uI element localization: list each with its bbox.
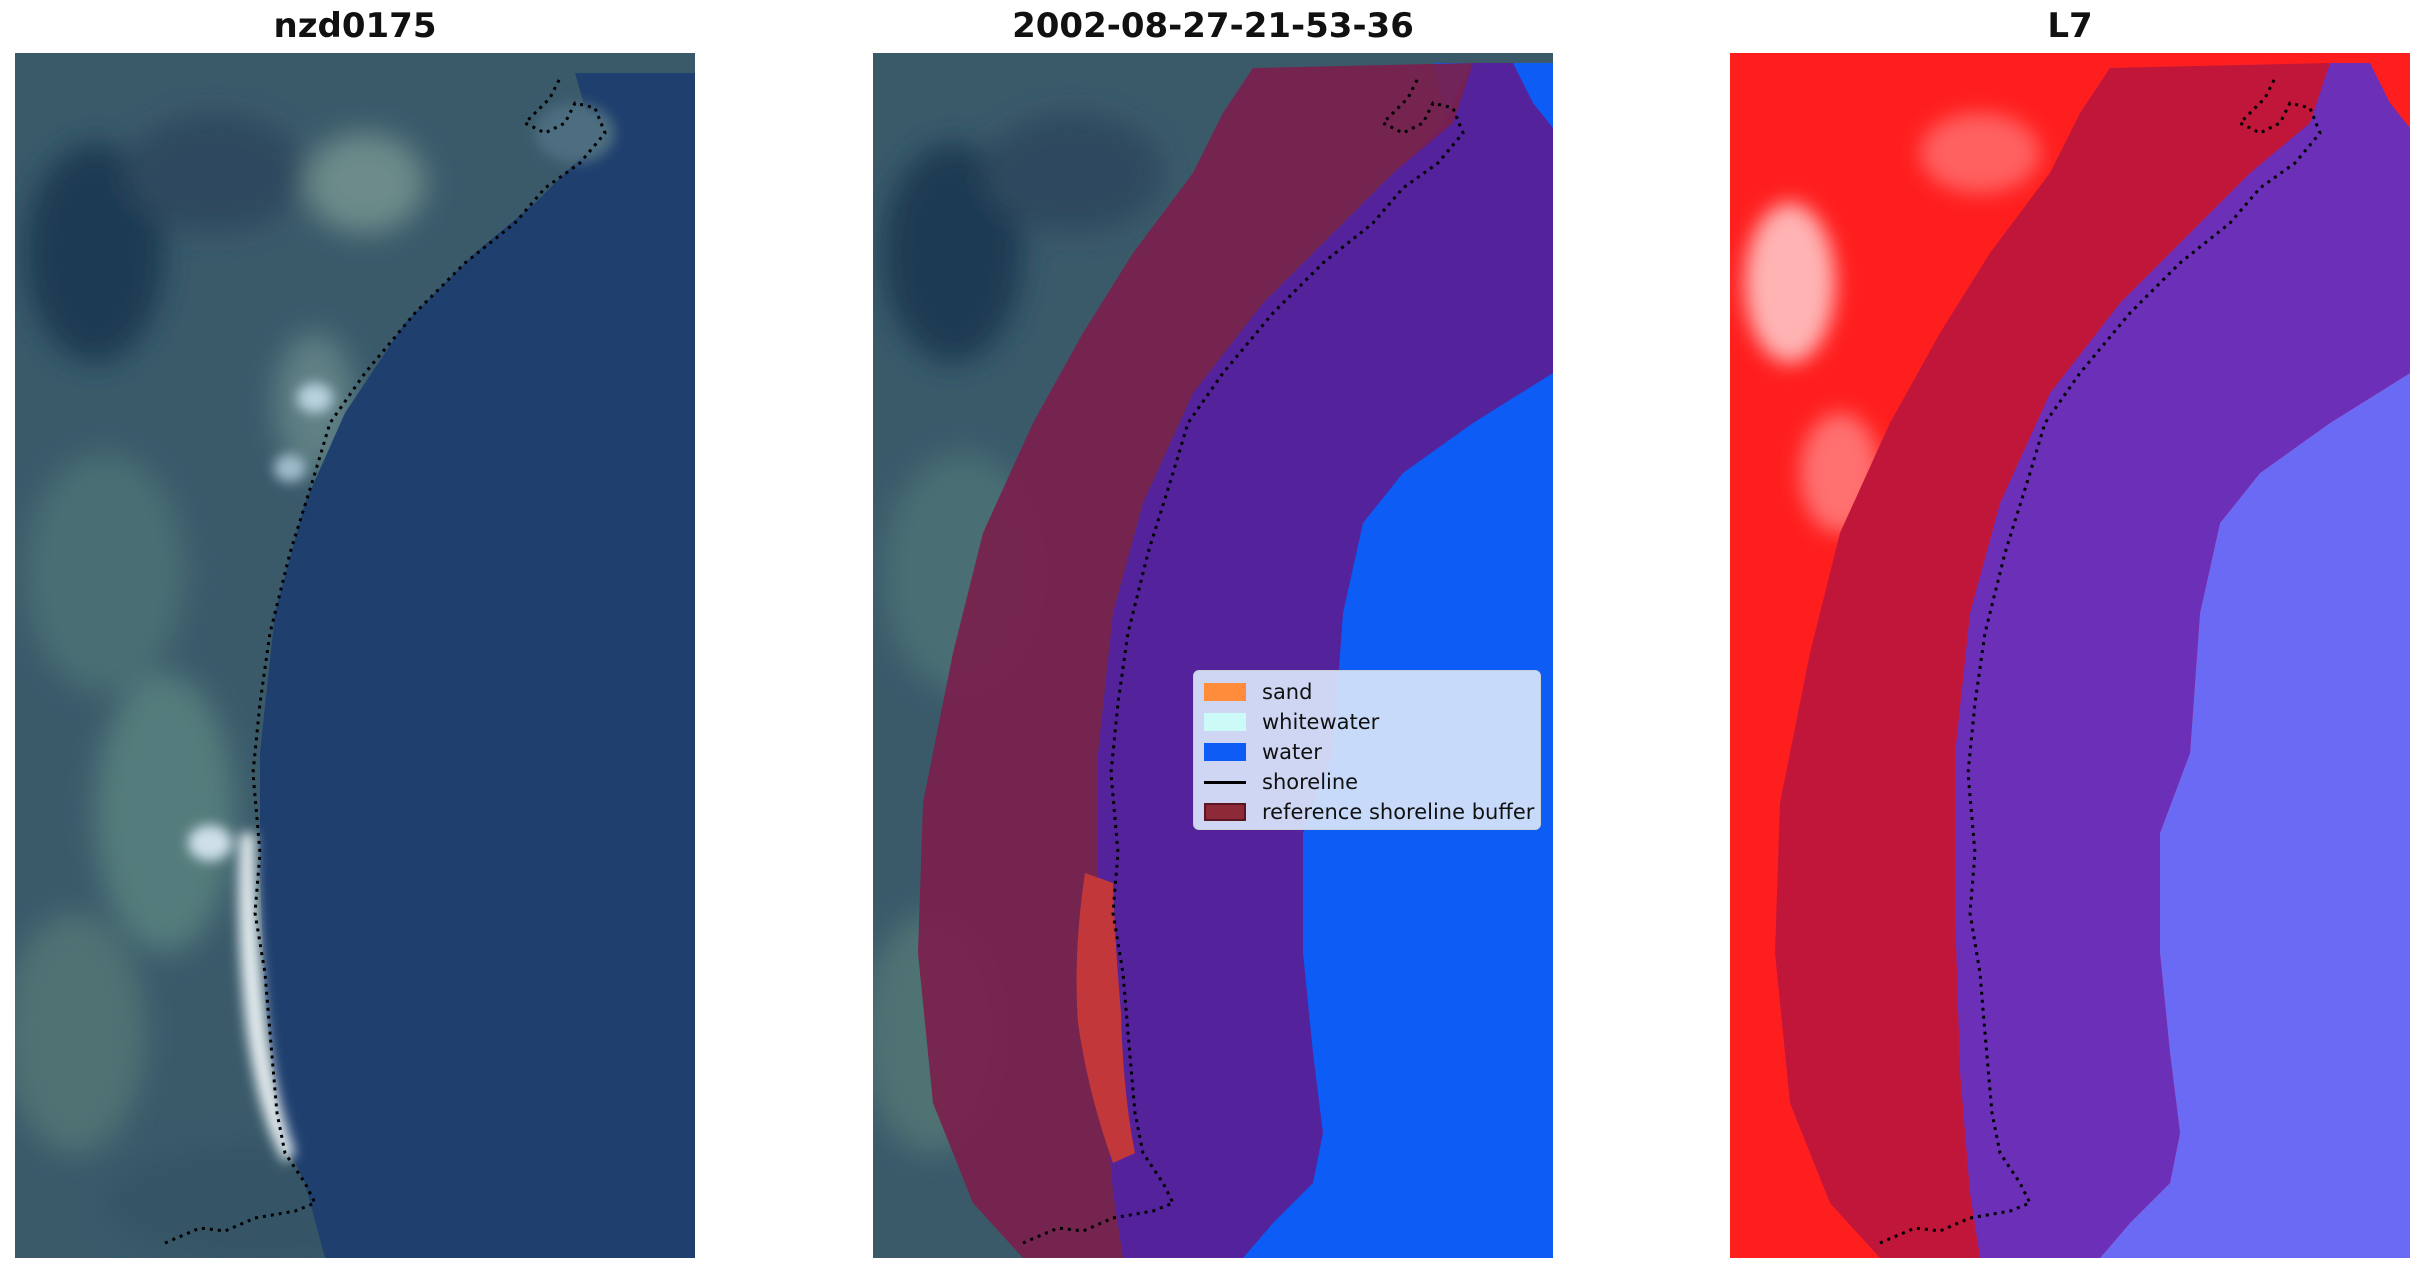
legend-item-shoreline: shoreline <box>1204 769 1358 795</box>
legend-item-whitewater: whitewater <box>1204 709 1379 735</box>
legend-label: shoreline <box>1262 770 1359 794</box>
buffer-swatch <box>1204 803 1246 821</box>
classification-image <box>873 53 1553 1258</box>
panel-title: 2002-08-27-21-53-36 <box>1012 6 1414 46</box>
legend-item-sand: sand <box>1204 679 1312 705</box>
legend-label: water <box>1262 740 1322 764</box>
water-swatch <box>1204 743 1246 761</box>
legend-item-reference-buffer: reference shoreline buffer <box>1204 799 1534 825</box>
legend: sand whitewater water shoreline referenc… <box>1193 670 1541 830</box>
index-image <box>1730 53 2410 1258</box>
legend-label: whitewater <box>1262 710 1380 734</box>
legend-label: reference shoreline buffer <box>1262 800 1535 824</box>
panel-title: nzd0175 <box>273 6 437 46</box>
rgb-image <box>15 53 695 1258</box>
shoreline-line-icon <box>1204 780 1246 784</box>
panel-title: L7 <box>2047 6 2093 46</box>
whitewater-swatch <box>1204 713 1246 731</box>
legend-item-water: water <box>1204 739 1322 765</box>
legend-label: sand <box>1262 680 1313 704</box>
sand-swatch <box>1204 683 1246 701</box>
